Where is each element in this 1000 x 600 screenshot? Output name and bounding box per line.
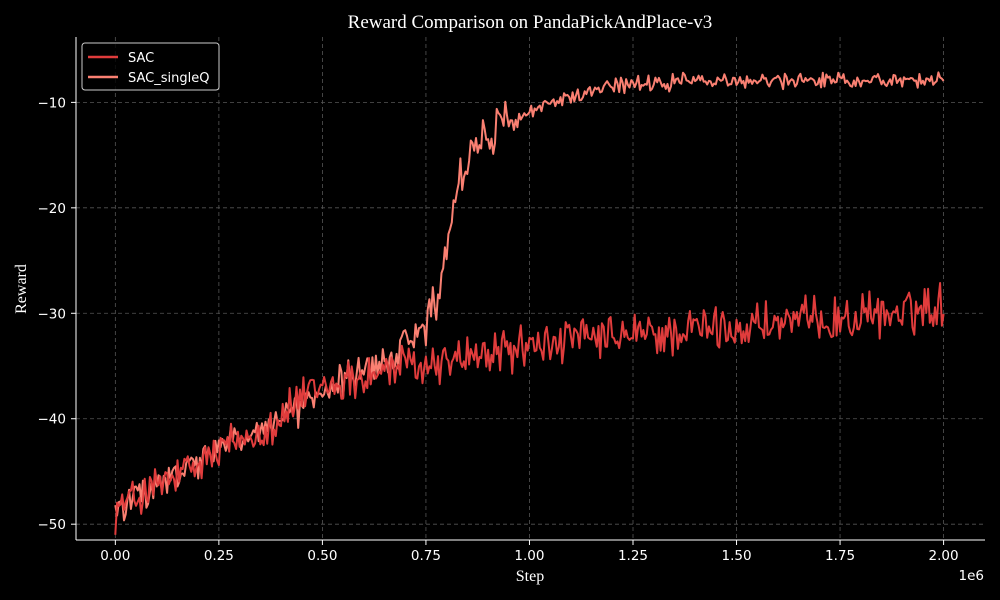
x-tick-label: 1.50	[721, 548, 751, 564]
chart-title: Reward Comparison on PandaPickAndPlace-v…	[348, 12, 713, 33]
x-tick-label: 1.25	[618, 548, 648, 564]
y-tick-label: −10	[38, 95, 67, 111]
x-tick-label: 0.00	[100, 548, 130, 564]
series-sac-line	[114, 282, 945, 535]
series-sac-singleq-line	[114, 71, 945, 522]
legend: SAC SAC_singleQ	[81, 42, 220, 91]
y-tick-label: −40	[38, 412, 67, 428]
x-tick-label: 0.50	[307, 548, 337, 564]
x-axis-label: Step	[516, 568, 544, 585]
y-axis-label: Reward	[13, 264, 30, 314]
legend-label-sac: SAC	[128, 51, 154, 66]
y-tick-label: −30	[38, 306, 67, 322]
x-tick-label: 0.75	[411, 548, 441, 564]
x-tick-label: 1.75	[825, 548, 855, 564]
y-tick-label: −50	[38, 517, 67, 533]
series-layer	[114, 71, 945, 535]
x-tick-label: 0.25	[204, 548, 234, 564]
y-tick-label: −20	[38, 201, 67, 217]
x-tick-label: 1.00	[514, 548, 544, 564]
legend-label-sac-singleq: SAC_singleQ	[128, 71, 209, 86]
ticks: 0.00 0.25 0.50 0.75 1.00 1.25 1.50 1.75 2.00 −50 −…	[38, 95, 959, 564]
x-tick-label: 2.00	[929, 548, 959, 564]
x-offset-text: 1e6	[959, 568, 984, 584]
